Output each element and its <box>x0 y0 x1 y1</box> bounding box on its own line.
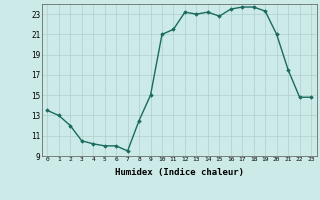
X-axis label: Humidex (Indice chaleur): Humidex (Indice chaleur) <box>115 168 244 177</box>
